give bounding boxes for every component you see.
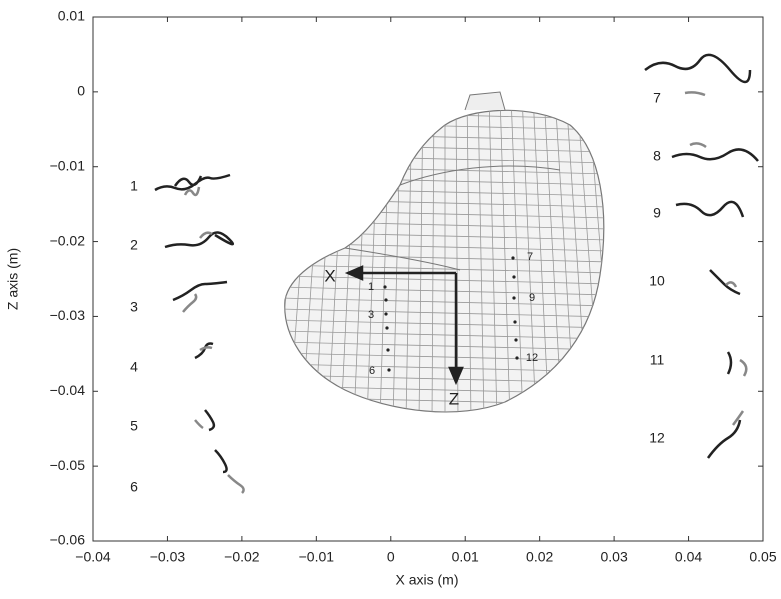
- annotation: 3: [368, 309, 374, 321]
- y-tick-label: 0: [77, 83, 85, 99]
- annotation: 11: [650, 352, 665, 368]
- y-tick-label: −0.01: [50, 157, 86, 173]
- x-tick-label: 0: [387, 549, 395, 565]
- mesh-line: [284, 110, 604, 120]
- x-tick-label: −0.01: [299, 549, 335, 565]
- mesh-line: [455, 110, 459, 412]
- x-tick-label: 0.03: [600, 549, 627, 565]
- annotation: 12: [649, 430, 665, 446]
- annotation: 7: [653, 90, 661, 106]
- mesh-line: [284, 319, 604, 329]
- plot-frame: [92, 16, 764, 542]
- y-tick-label: −0.02: [50, 232, 86, 248]
- mesh-line: [598, 110, 604, 412]
- mesh-line: [284, 286, 604, 296]
- annotation: 6: [369, 365, 375, 377]
- x-tick-label: 0.01: [452, 549, 479, 565]
- x-tick-label: 0.05: [749, 549, 776, 565]
- mesh-line: [280, 100, 610, 108]
- mesh-line: [521, 110, 537, 412]
- annotation: 9: [529, 292, 535, 304]
- mesh-line: [532, 110, 550, 412]
- mesh-line: [510, 110, 524, 412]
- mesh-line: [250, 95, 280, 420]
- y-tick-label: −0.06: [50, 532, 86, 548]
- x-tick-label: −0.03: [150, 549, 186, 565]
- mesh-line: [284, 341, 604, 351]
- annotation: X: [324, 266, 335, 285]
- heart-mesh: [250, 91, 610, 427]
- mesh-line: [284, 264, 604, 274]
- mesh-line: [280, 419, 610, 427]
- y-axis-label: Z axis (m): [5, 248, 21, 310]
- annotation: 5: [130, 418, 138, 434]
- mesh-line: [284, 110, 303, 412]
- mesh-line: [284, 253, 604, 263]
- mesh-line: [466, 110, 472, 412]
- y-tick-label: −0.03: [50, 307, 86, 323]
- annotation: 4: [130, 359, 138, 375]
- x-tick-label: 0.02: [526, 549, 553, 565]
- annotation: 8: [653, 148, 661, 164]
- mesh-points: [383, 256, 519, 372]
- mesh-line: [284, 352, 604, 362]
- mesh-line: [284, 275, 604, 285]
- annotation: 1: [130, 178, 138, 194]
- annotation: 7: [527, 251, 533, 263]
- mesh-line: [284, 297, 604, 307]
- y-tick-label: 0.01: [58, 8, 85, 24]
- annotation: 1: [368, 281, 374, 293]
- x-axis-label: X axis (m): [396, 572, 459, 588]
- mesh-line: [284, 330, 604, 340]
- annotation: Z: [449, 389, 459, 408]
- mesh-line: [288, 110, 314, 412]
- x-tick-label: 0.04: [675, 549, 702, 565]
- annotation: 10: [649, 273, 665, 289]
- annotation: 12: [526, 352, 538, 364]
- mesh-line: [284, 110, 292, 412]
- mesh-line: [284, 308, 604, 318]
- annotation: 2: [130, 237, 138, 253]
- annotation: 3: [130, 299, 138, 315]
- y-tick-label: −0.05: [50, 457, 86, 473]
- x-tick-label: −0.02: [224, 549, 260, 565]
- annotation: 9: [653, 205, 661, 221]
- trajectories: [154, 53, 759, 494]
- y-tick-label: −0.04: [50, 382, 86, 398]
- x-tick-label: −0.04: [75, 549, 111, 565]
- axes-arrows: [344, 265, 464, 386]
- annotation: 6: [130, 479, 138, 495]
